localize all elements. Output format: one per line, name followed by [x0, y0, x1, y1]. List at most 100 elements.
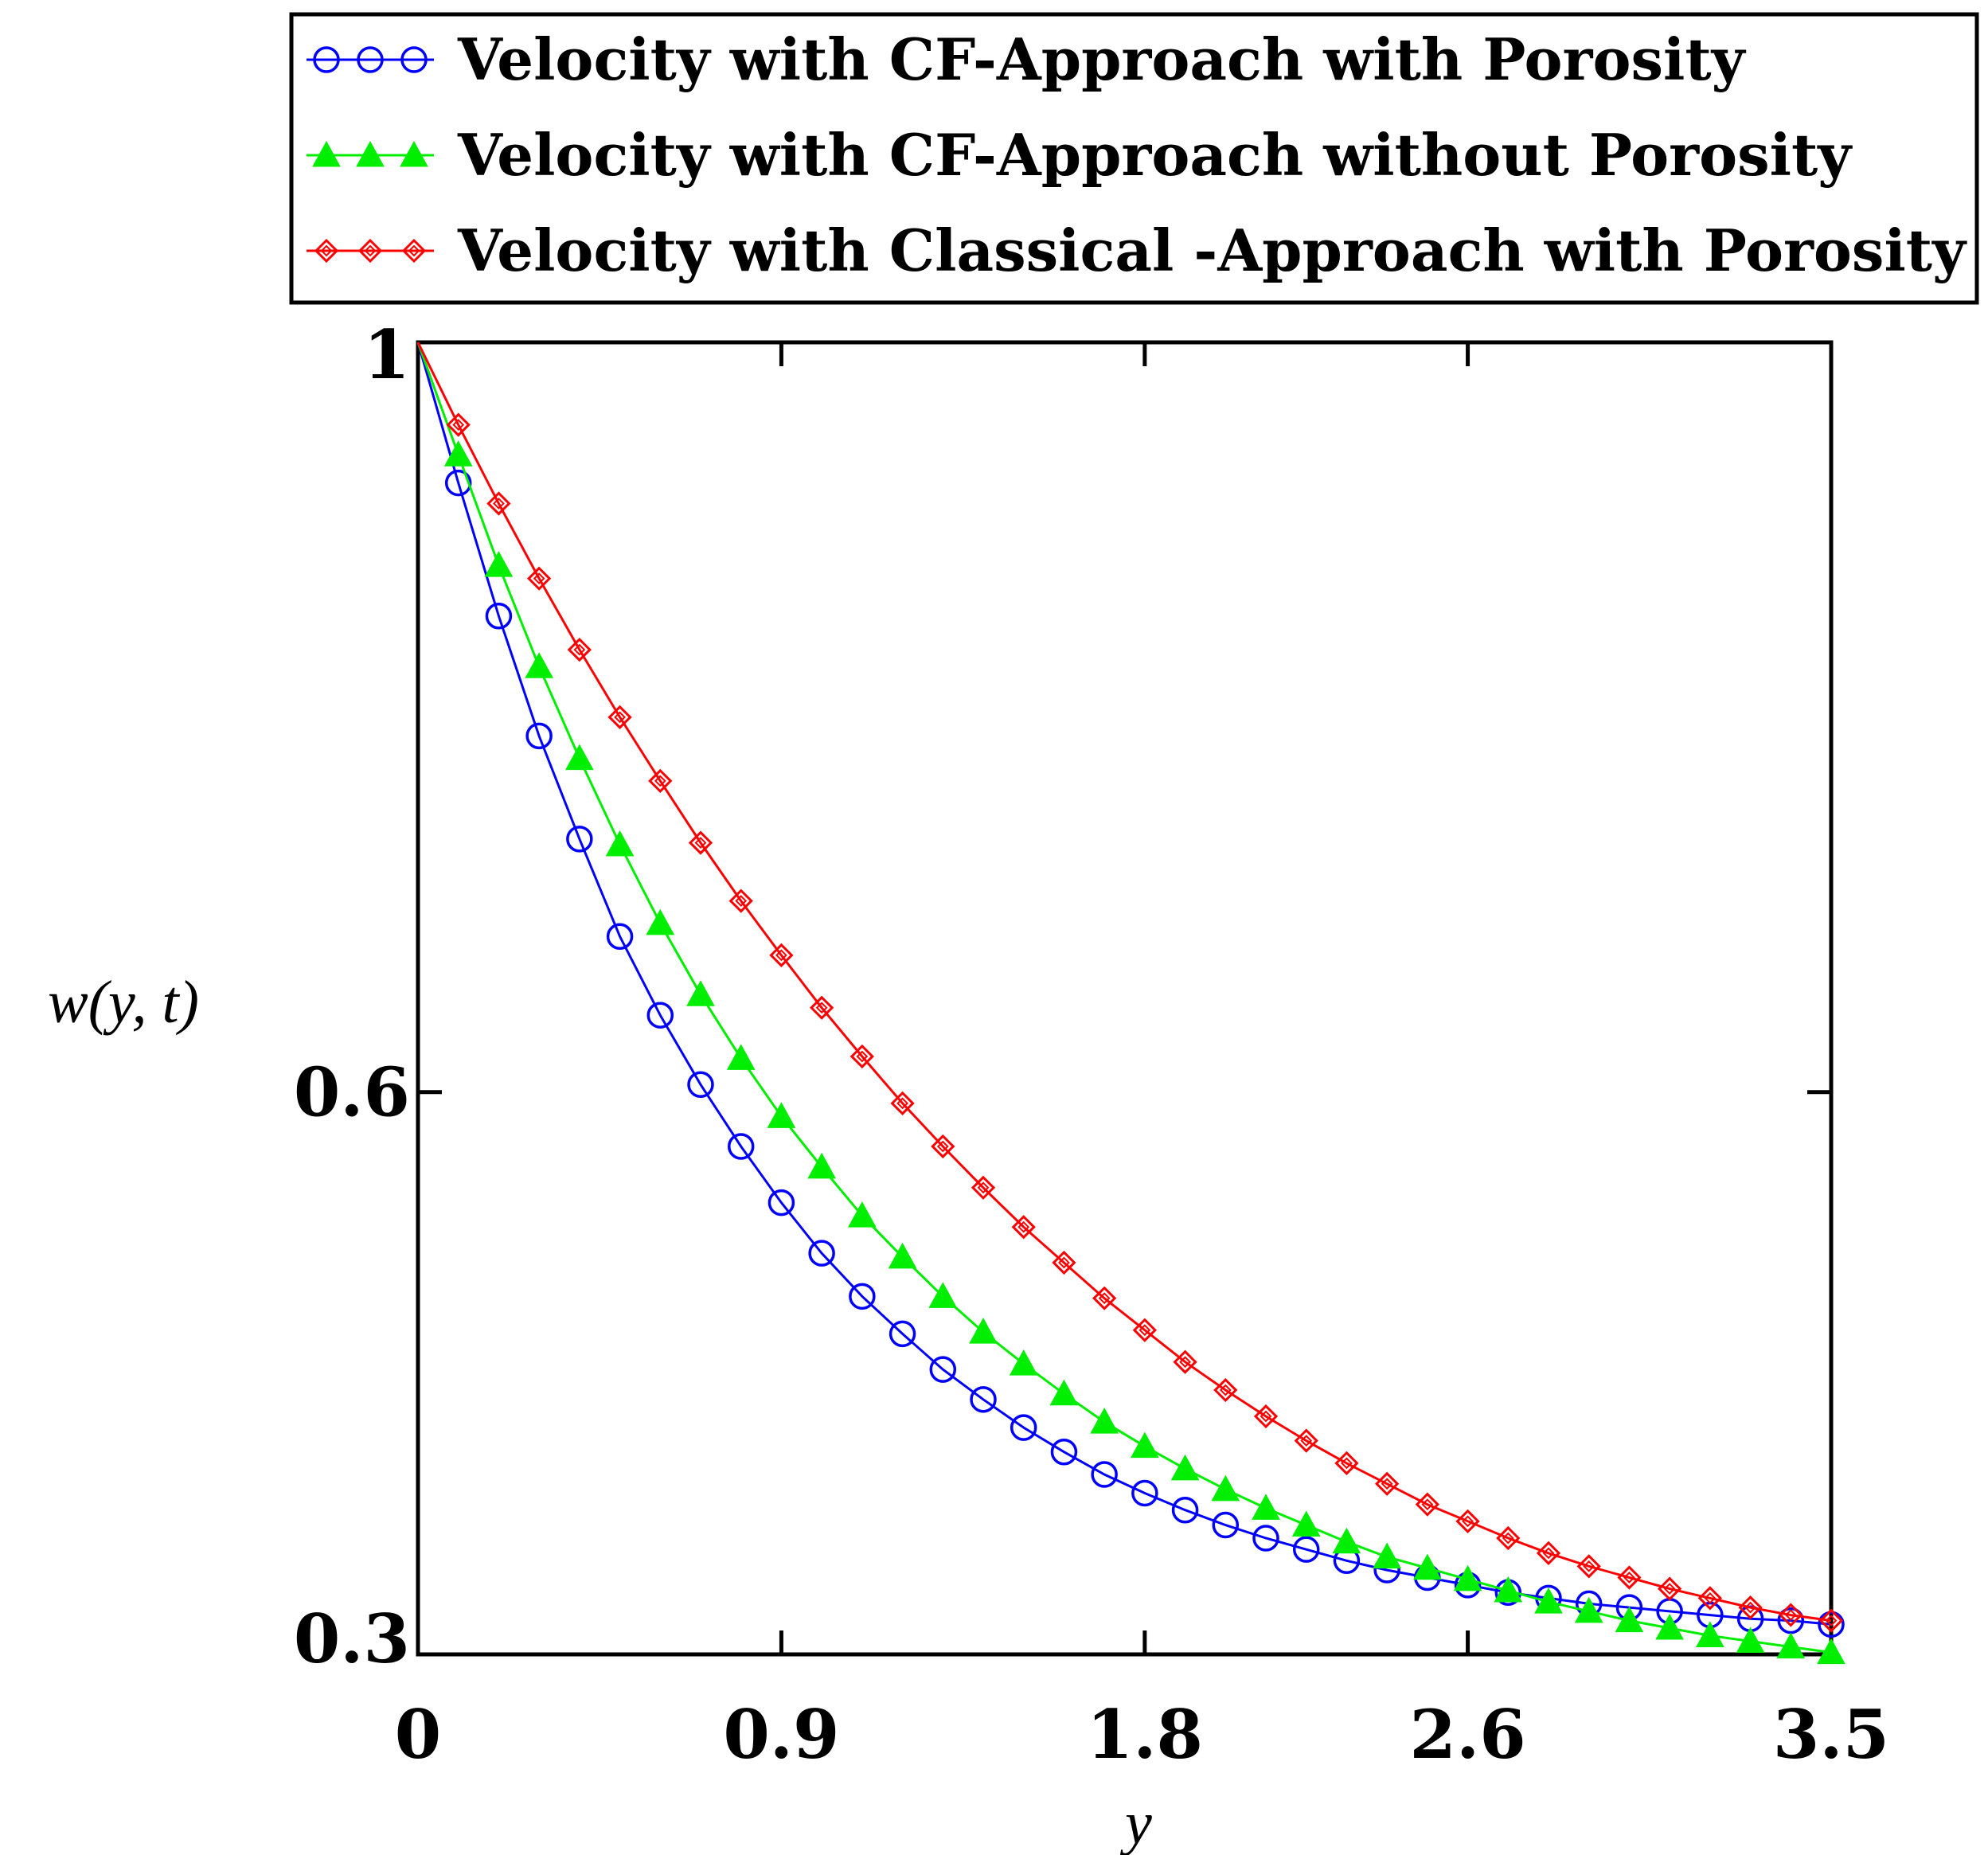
data-point — [1375, 1471, 1400, 1496]
x-axis-title: y — [1119, 1790, 1152, 1855]
data-point — [1615, 1606, 1644, 1633]
data-point — [1332, 1527, 1361, 1554]
data-point — [1738, 1595, 1763, 1620]
data-point — [1817, 1638, 1845, 1665]
data-point — [1092, 1286, 1117, 1310]
data-point — [1052, 1250, 1076, 1275]
tick-labels: 0 0.9 1.8 2.6 3.5 0.3 0.6 1 — [294, 315, 1889, 1774]
plot-area — [416, 340, 1834, 1657]
legend-swatch-marker — [400, 140, 428, 167]
x-tick-label: 2.6 — [1410, 1695, 1526, 1774]
data-point — [566, 826, 593, 853]
legend-swatch-marker — [356, 140, 385, 167]
legend-swatch-marker — [313, 46, 340, 73]
data-point — [1576, 1554, 1601, 1579]
data-point — [646, 908, 675, 935]
data-point — [971, 1175, 996, 1200]
y-tick-label: 1 — [364, 315, 410, 394]
series-line — [416, 342, 1832, 1626]
data-point — [484, 551, 514, 577]
data-point — [1091, 1461, 1118, 1488]
data-point — [1536, 1541, 1561, 1565]
legend-label: Velocity with CF-Approach without Porosi… — [457, 121, 1853, 189]
data-point — [1779, 1603, 1803, 1627]
data-point — [1413, 1553, 1442, 1580]
data-point — [848, 1201, 877, 1228]
data-point — [565, 744, 594, 771]
legend-entry: Velocity with CF-Approach with Porosity — [307, 25, 1747, 93]
data-point — [849, 1283, 876, 1310]
data-point — [525, 722, 553, 750]
data-point — [1574, 1596, 1603, 1623]
data-point — [1373, 1542, 1401, 1569]
data-point — [1294, 1428, 1318, 1453]
data-point — [767, 1189, 795, 1216]
data-point — [1090, 1408, 1119, 1434]
data-point — [1049, 1379, 1079, 1406]
series-layer — [416, 342, 1845, 1665]
data-point — [1655, 1614, 1684, 1640]
data-point — [1009, 1349, 1038, 1376]
y-tick-label: 0.6 — [294, 1053, 410, 1132]
series-circle — [416, 342, 1845, 1638]
data-point — [969, 1318, 998, 1344]
legend: Velocity with CF-Approach with Porosity V… — [289, 12, 1979, 305]
legend-box — [289, 12, 1979, 305]
data-point — [1696, 1621, 1724, 1647]
data-point — [1252, 1525, 1279, 1552]
data-point — [1011, 1215, 1036, 1240]
data-point — [808, 1240, 835, 1267]
data-point — [1534, 1587, 1563, 1614]
data-point — [810, 995, 834, 1020]
legend-entry: Velocity with CF-Approach without Porosi… — [307, 121, 1853, 189]
data-point — [890, 1091, 915, 1115]
data-point — [1494, 1576, 1523, 1603]
data-point — [527, 566, 552, 591]
data-point — [1818, 1608, 1844, 1633]
data-point — [444, 469, 472, 497]
data-point — [807, 1152, 836, 1179]
data-point — [1213, 1377, 1238, 1403]
legend-entry: Velocity with Classical -Approach with P… — [307, 217, 1967, 284]
data-point — [606, 923, 634, 951]
data-point — [728, 888, 753, 913]
data-point — [769, 943, 794, 967]
data-point — [1212, 1511, 1240, 1539]
data-point — [849, 1044, 874, 1069]
data-point — [446, 412, 471, 437]
data-point — [686, 980, 715, 1006]
data-point — [1253, 1404, 1279, 1429]
data-point — [1453, 1564, 1482, 1591]
data-point — [486, 491, 511, 516]
legend-label: Velocity with CF-Approach with Porosity — [457, 25, 1747, 93]
data-point — [1658, 1576, 1682, 1601]
data-point — [1211, 1474, 1240, 1502]
legend-swatch-marker — [357, 238, 383, 264]
data-point — [1415, 1492, 1439, 1517]
legend-swatch-marker — [312, 140, 341, 167]
data-point — [1173, 1349, 1197, 1374]
data-point — [1050, 1438, 1078, 1466]
data-point — [646, 1002, 674, 1029]
data-point — [929, 1356, 957, 1383]
data-point — [1776, 1632, 1806, 1659]
series-triangle — [416, 342, 1845, 1665]
x-tick-label: 0.9 — [723, 1695, 839, 1774]
legend-swatch-marker — [401, 238, 427, 264]
data-point — [726, 1044, 756, 1070]
data-point — [1291, 1510, 1321, 1537]
data-point — [1736, 1627, 1765, 1654]
data-point — [727, 1133, 755, 1160]
data-point — [928, 1282, 958, 1308]
legend-swatch-marker — [357, 46, 384, 73]
data-point — [687, 1071, 714, 1099]
data-point — [605, 830, 635, 857]
data-point — [525, 652, 553, 678]
legend-label: Velocity with Classical -Approach with P… — [457, 217, 1967, 284]
data-point — [1697, 1586, 1722, 1611]
data-point — [1334, 1451, 1359, 1475]
data-point — [688, 830, 713, 855]
data-point — [1455, 1509, 1480, 1533]
data-point — [1132, 1318, 1157, 1342]
